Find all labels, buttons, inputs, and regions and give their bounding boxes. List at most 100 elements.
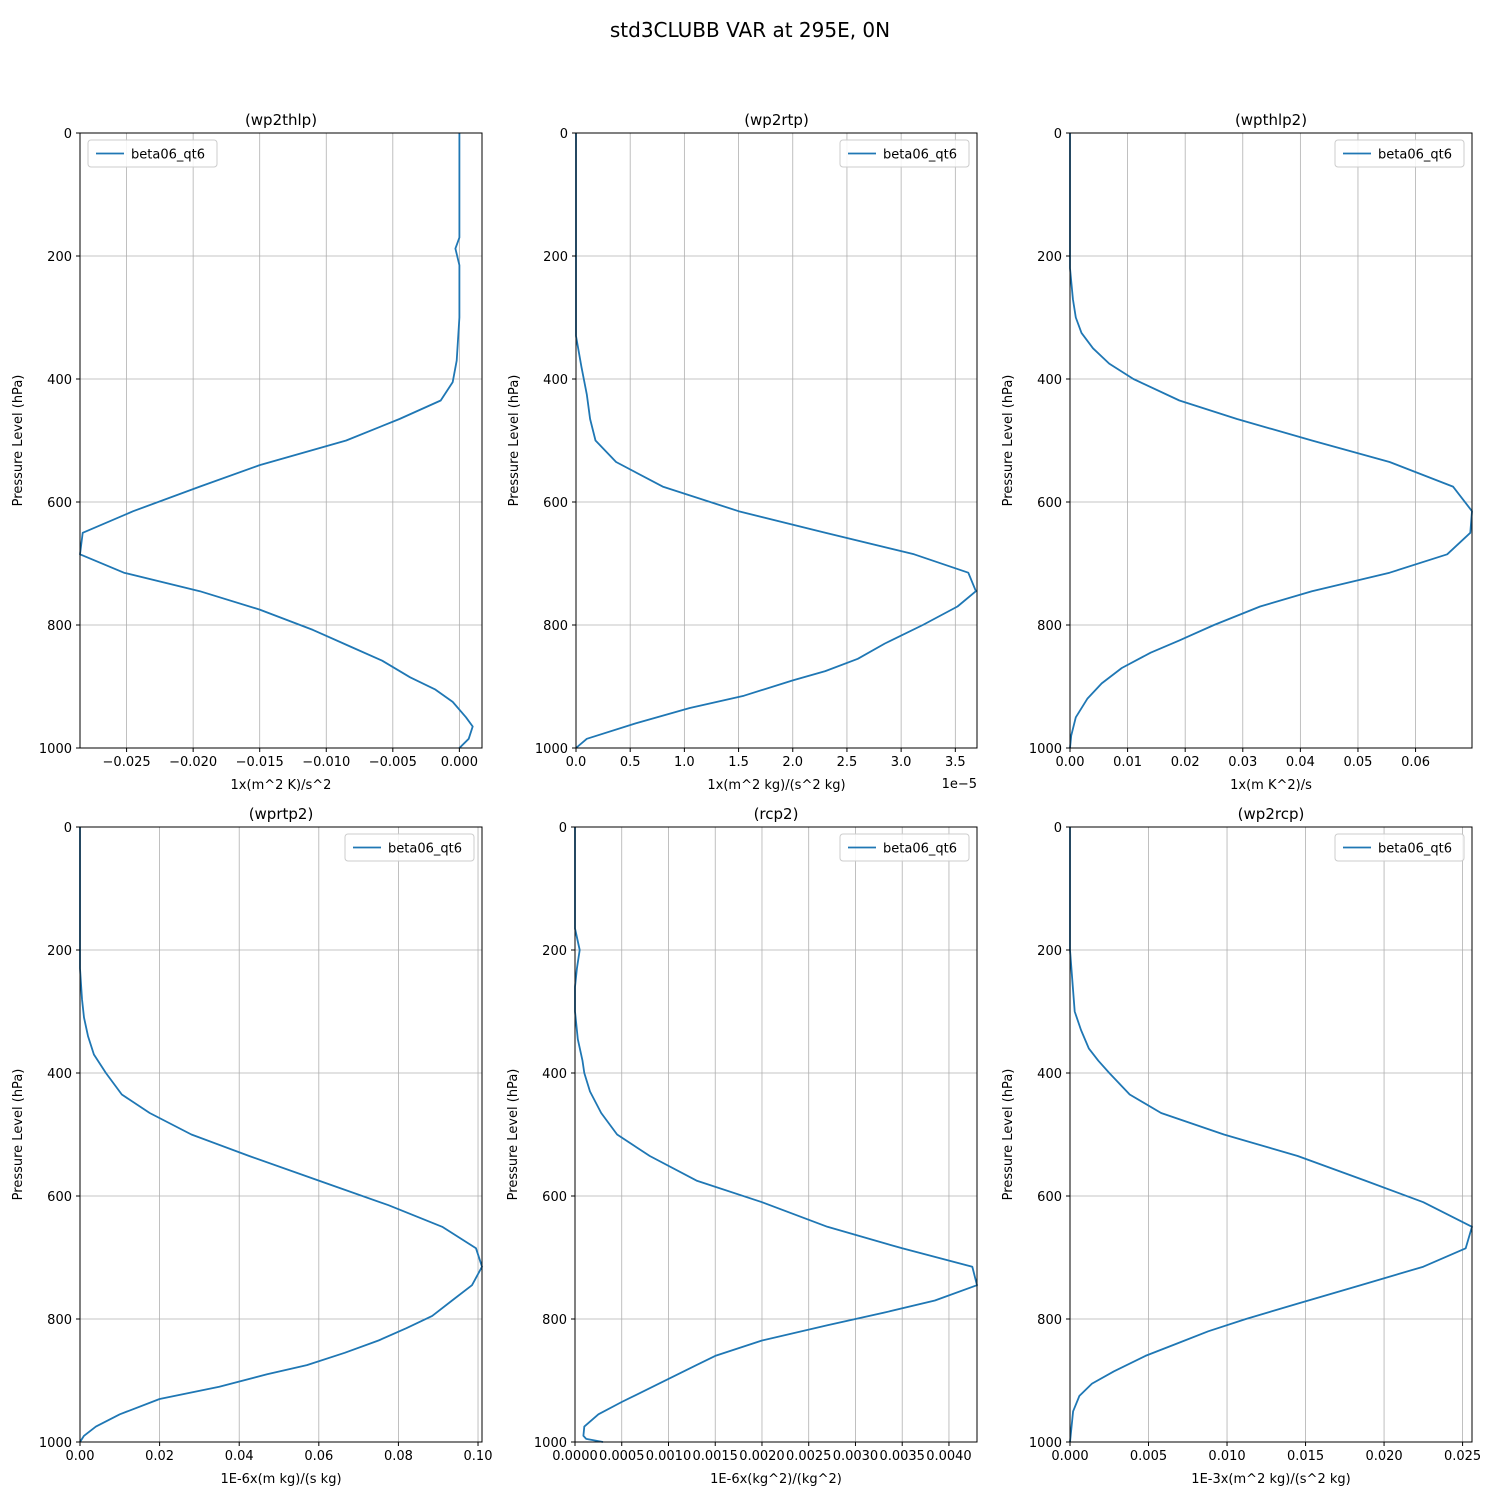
y-tick-label: 800 [543, 619, 568, 634]
y-tick-label: 400 [542, 1067, 567, 1082]
x-tick-label: 0.0030 [833, 1449, 879, 1464]
x-axis-label: 1E-3x(m^2 kg)/(s^2 kg) [1191, 1472, 1350, 1487]
x-tick-label: 0.02 [1171, 755, 1200, 770]
x-tick-label: 0.04 [1286, 755, 1315, 770]
subplot-title: (wprtp2) [249, 805, 314, 823]
y-tick-label: 400 [1037, 1067, 1062, 1082]
x-offset-label: 1e−5 [942, 777, 977, 792]
x-tick-label: 2.5 [837, 755, 858, 770]
y-tick-label: 200 [47, 250, 72, 265]
x-tick-label: 0.0005 [599, 1449, 645, 1464]
x-tick-label: 3.0 [891, 755, 912, 770]
figure-title: std3CLUBB VAR at 295E, 0N [610, 18, 890, 42]
y-tick-label: 400 [1037, 373, 1062, 388]
y-tick-label: 0 [64, 127, 72, 142]
y-tick-label: 400 [47, 373, 72, 388]
x-tick-label: 0.025 [1444, 1449, 1481, 1464]
legend-label: beta06_qt6 [883, 148, 957, 163]
series-line-beta06_qt6 [574, 827, 978, 1443]
legend-label: beta06_qt6 [1378, 842, 1452, 857]
y-tick-label: 0 [560, 127, 568, 142]
y-axis-label: Pressure Level (hPa) [11, 1069, 26, 1201]
x-tick-label: 0.0015 [692, 1449, 738, 1464]
panel-2: 0.0 0.5 1.0 1.5 2.0 2.5 3.0 3.5 0 200 400 600 800 100… [507, 111, 978, 793]
y-tick-label: 0 [1054, 821, 1062, 836]
y-tick-label: 200 [47, 944, 72, 959]
x-tick-label: 0.06 [304, 1449, 333, 1464]
y-tick-label: 600 [1037, 496, 1062, 511]
x-axis-label: 1x(m^2 K)/s^2 [231, 778, 332, 793]
x-tick-label: 1.5 [728, 755, 749, 770]
subplot-title: (wp2rcp) [1238, 805, 1305, 823]
x-tick-label: 0.5 [620, 755, 641, 770]
y-tick-label: 600 [542, 1190, 567, 1205]
y-axis-label: Pressure Level (hPa) [11, 375, 26, 507]
legend: beta06_qt6 [87, 139, 218, 168]
x-tick-label: 0.06 [1401, 755, 1430, 770]
y-tick-label: 400 [47, 1067, 72, 1082]
x-tick-label: 0.08 [384, 1449, 413, 1464]
x-tick-label: 0.00 [66, 1449, 95, 1464]
y-axis-label: Pressure Level (hPa) [506, 1069, 521, 1201]
x-tick-label: 0.000 [1051, 1449, 1088, 1464]
legend: beta06_qt6 [1334, 139, 1465, 168]
x-axis-label: 1x(m^2 kg)/(s^2 kg) [707, 778, 845, 793]
series-line-beta06_qt6 [79, 827, 483, 1443]
x-tick-label: 0.00 [1056, 755, 1085, 770]
x-tick-label: 0.05 [1343, 755, 1372, 770]
legend-label: beta06_qt6 [388, 842, 462, 857]
y-tick-label: 1000 [39, 742, 72, 757]
x-tick-label: 0.010 [1208, 1449, 1245, 1464]
axes-frame [1069, 826, 1473, 1443]
y-tick-label: 600 [47, 1190, 72, 1205]
x-tick-label: 0.015 [1287, 1449, 1324, 1464]
y-tick-label: 1000 [534, 1436, 567, 1451]
x-tick-label: 0.020 [1365, 1449, 1402, 1464]
y-tick-label: 600 [47, 496, 72, 511]
legend: beta06_qt6 [1334, 833, 1465, 862]
subplot-title: (rcp2) [754, 805, 799, 823]
y-tick-label: 600 [1037, 1190, 1062, 1205]
y-tick-label: 800 [47, 619, 72, 634]
x-tick-label: −0.015 [236, 755, 284, 770]
x-tick-label: 0.0040 [926, 1449, 972, 1464]
x-tick-label: 0.000 [441, 755, 478, 770]
x-tick-label: 0.005 [1130, 1449, 1167, 1464]
x-tick-label: 0.10 [464, 1449, 493, 1464]
legend: beta06_qt6 [344, 833, 475, 862]
x-tick-label: 0.04 [225, 1449, 254, 1464]
series-line-beta06_qt6 [79, 133, 474, 749]
subplot-title: (wp2rtp) [744, 111, 809, 129]
x-tick-label: 0.0000 [552, 1449, 598, 1464]
legend-box [1334, 139, 1465, 168]
panel-6: 0.000 0.005 0.010 0.015 0.020 0.025 0 200 400 600… [1001, 805, 1481, 1487]
subplot-title: (wpthlp2) [1235, 111, 1307, 129]
series-line-beta06_qt6 [1069, 133, 1473, 749]
x-tick-label: 3.5 [945, 755, 966, 770]
panels: −0.025 −0.020 −0.015 −0.010 −0.005 0.00002004… [11, 111, 1481, 1487]
y-tick-label: 1000 [1029, 1436, 1062, 1451]
panel-4: 0.00 0.02 0.04 0.06 0.08 0.10 0 200 400 600 800 100… [11, 805, 492, 1487]
x-axis-label: 1x(m K^2)/s [1230, 778, 1312, 793]
x-tick-label: 0.0020 [739, 1449, 785, 1464]
y-tick-label: 200 [543, 250, 568, 265]
x-axis-label: 1E-6x(kg^2)/(kg^2) [710, 1472, 842, 1487]
x-tick-label: −0.025 [103, 755, 151, 770]
y-tick-label: 200 [542, 944, 567, 959]
y-tick-label: 800 [1037, 619, 1062, 634]
legend-box [344, 833, 475, 862]
y-axis-label: Pressure Level (hPa) [1001, 375, 1016, 507]
y-axis-label: Pressure Level (hPa) [507, 375, 522, 507]
x-tick-label: −0.010 [302, 755, 350, 770]
axes-frame [79, 826, 483, 1443]
series-line-beta06_qt6 [575, 133, 977, 749]
y-tick-label: 0 [1054, 127, 1062, 142]
y-tick-label: 400 [543, 373, 568, 388]
y-tick-label: 0 [64, 821, 72, 836]
x-tick-label: 0.0035 [879, 1449, 925, 1464]
y-tick-label: 800 [47, 1313, 72, 1328]
y-tick-label: 1000 [1029, 742, 1062, 757]
legend: beta06_qt6 [839, 139, 970, 168]
y-tick-label: 800 [542, 1313, 567, 1328]
